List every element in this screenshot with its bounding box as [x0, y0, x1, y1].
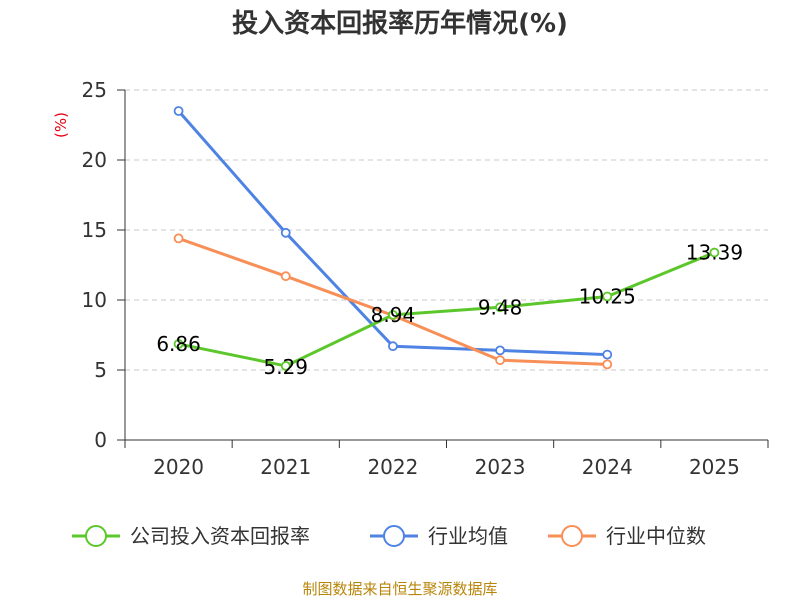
data-point	[495, 345, 505, 356]
data-point	[388, 309, 398, 320]
y-tick-label: 25	[82, 78, 107, 102]
y-axis-unit: (%)	[52, 112, 70, 138]
legend-marker	[561, 525, 583, 547]
data-series	[173, 106, 720, 371]
data-point	[495, 302, 505, 313]
data-point	[280, 361, 291, 371]
data-point	[602, 349, 613, 360]
source-note: 制图数据来自恒生聚源数据库	[302, 580, 497, 598]
data-point	[495, 355, 505, 366]
x-tick-label: 2025	[689, 455, 740, 479]
legend-item[interactable]: 行业均值	[370, 524, 508, 548]
y-tick-label: 15	[82, 218, 107, 242]
data-point	[173, 106, 184, 116]
x-tick-label: 2021	[260, 455, 311, 479]
data-label: 9.48	[478, 295, 523, 319]
legend-marker	[383, 525, 405, 547]
data-point	[173, 339, 184, 349]
y-tick-label: 5	[94, 358, 107, 382]
data-point	[280, 271, 291, 282]
data-label: 8.94	[371, 303, 416, 327]
legend-label: 行业中位数	[606, 524, 706, 548]
legend[interactable]: 公司投入资本回报率 行业均值 行业中位数	[72, 524, 706, 548]
x-tick-label: 2023	[475, 455, 526, 479]
y-tick-label: 20	[82, 148, 107, 172]
chart-title: 投入资本回报率历年情况(%)	[232, 8, 568, 39]
data-point	[280, 227, 291, 238]
grid-lines	[125, 89, 768, 371]
data-label: 6.86	[156, 332, 201, 356]
data-labels: 6.86 5.29 8.94 9.48 10.25 13.39	[156, 241, 743, 379]
x-tick-label: 2022	[367, 455, 418, 479]
y-tick-label: 0	[94, 428, 107, 452]
data-point	[602, 359, 613, 370]
legend-marker	[85, 525, 107, 547]
legend-label: 行业均值	[428, 524, 508, 548]
data-label: 5.29	[263, 355, 308, 379]
x-tick-label: 2024	[582, 455, 633, 479]
data-point	[388, 341, 398, 352]
legend-item[interactable]: 公司投入资本回报率	[72, 524, 310, 548]
x-tick-label: 2020	[153, 455, 204, 479]
data-point	[602, 291, 613, 302]
data-point	[709, 247, 720, 258]
data-label: 13.39	[686, 241, 743, 265]
series-line-0	[178, 251, 715, 368]
y-tick-label: 10	[82, 288, 107, 312]
legend-label: 公司投入资本回报率	[130, 524, 310, 548]
data-label: 10.25	[579, 285, 636, 309]
data-point	[173, 233, 184, 244]
legend-item[interactable]: 行业中位数	[548, 524, 706, 548]
